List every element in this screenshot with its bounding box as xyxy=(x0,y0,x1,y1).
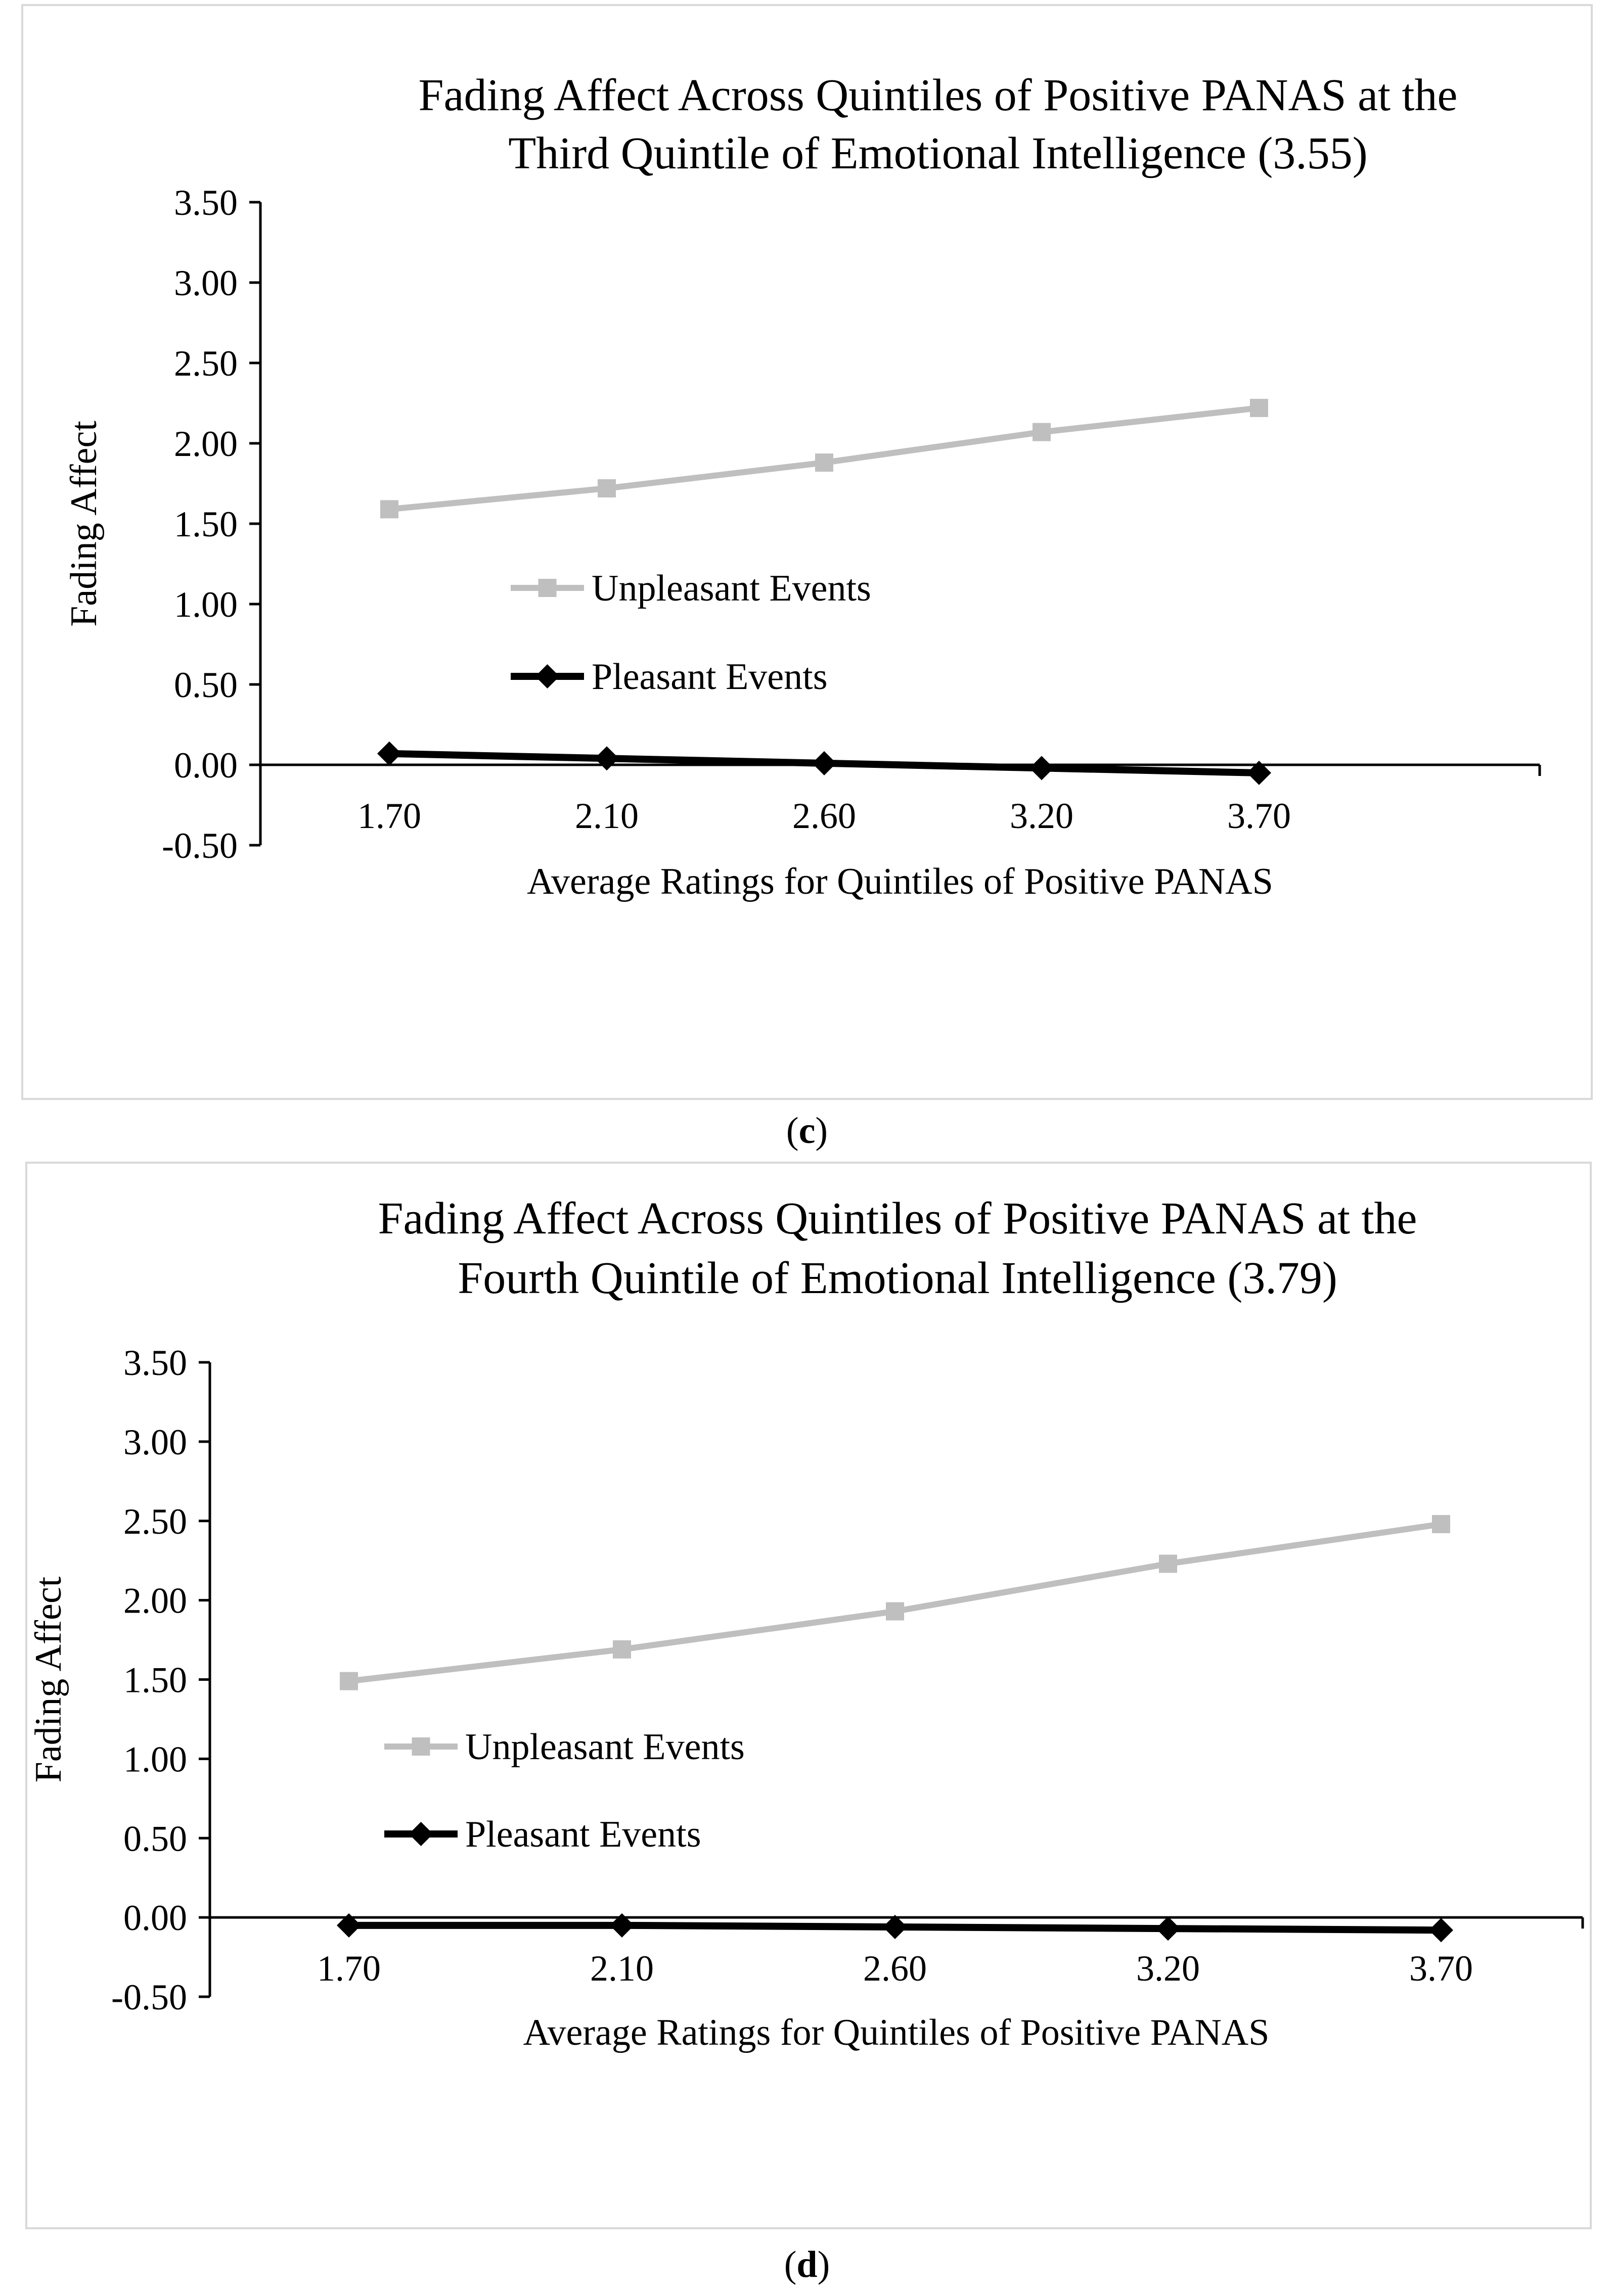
chart-d-y-tick-label-5: 1.00 xyxy=(123,1739,187,1779)
chart-c-x-tick-label-2: 2.60 xyxy=(792,796,856,836)
chart-d-series-pleasant-events-point-4 xyxy=(1429,1918,1453,1943)
chart-d-x-tick-label-3: 3.20 xyxy=(1136,1948,1200,1989)
chart-c-legend-pleasant-events-swatch-marker xyxy=(535,664,560,688)
chart-d-series-pleasant-events-point-1 xyxy=(610,1913,634,1938)
chart-c-legend-unpleasant-events-swatch-marker xyxy=(538,579,557,597)
chart-d-title-line-1: Fading Affect Across Quintiles of Positi… xyxy=(378,1193,1417,1244)
chart-d-legend-unpleasant-events-swatch-marker xyxy=(412,1737,430,1756)
chart-c-y-tick-label-3: 2.00 xyxy=(174,424,238,464)
chart-d-series-pleasant-events-point-0 xyxy=(337,1913,361,1938)
chart-d-series-unpleasant-events-point-2 xyxy=(886,1602,904,1621)
chart-d-x-axis-label: Average Ratings for Quintiles of Positiv… xyxy=(523,2012,1270,2053)
chart-panel-c xyxy=(21,4,1593,1100)
chart-c-series-pleasant-events-point-3 xyxy=(1029,756,1054,780)
chart-c-y-tick-label-5: 1.00 xyxy=(174,584,238,625)
caption-d: (d) xyxy=(0,2243,1614,2286)
chart-c-x-tick-label-3: 3.20 xyxy=(1010,796,1073,836)
chart-d-y-tick-label-8: -0.50 xyxy=(111,1977,187,2017)
chart-d-series-unpleasant-events-point-0 xyxy=(340,1672,358,1690)
chart-c-y-tick-label-0: 3.50 xyxy=(174,182,238,223)
chart-c-x-tick-label-1: 2.10 xyxy=(575,796,639,836)
caption-d-letter: d xyxy=(796,2244,818,2285)
chart-c-title-line-2: Third Quintile of Emotional Intelligence… xyxy=(508,128,1368,178)
chart-d-x-tick-label-2: 2.60 xyxy=(863,1948,927,1989)
chart-c-y-tick-label-6: 0.50 xyxy=(174,665,238,705)
chart-c-series-unpleasant-events-point-0 xyxy=(380,500,398,519)
chart-d-series-unpleasant-events-point-3 xyxy=(1159,1554,1177,1573)
chart-d-y-tick-label-2: 2.50 xyxy=(123,1501,187,1542)
chart-c-series-unpleasant-events-point-1 xyxy=(598,479,616,498)
chart-d-y-axis-label: Fading Affect xyxy=(28,1576,69,1782)
chart-c-series-pleasant-events-point-1 xyxy=(595,746,619,771)
chart-c-series-pleasant-events-point-4 xyxy=(1247,760,1271,785)
chart-c-legend-unpleasant-events-label: Unpleasant Events xyxy=(592,568,871,609)
chart-c-y-tick-label-8: -0.50 xyxy=(162,825,238,866)
caption-c-open: ( xyxy=(786,1110,799,1152)
chart-c-series-pleasant-events-point-0 xyxy=(377,741,401,766)
chart-d-y-tick-label-0: 3.50 xyxy=(123,1343,187,1383)
chart-d-y-tick-label-3: 2.00 xyxy=(123,1581,187,1621)
chart-d-x-tick-label-0: 1.70 xyxy=(317,1948,381,1989)
chart-c-x-tick-label-0: 1.70 xyxy=(357,796,421,836)
chart-c-y-axis-label: Fading Affect xyxy=(63,421,105,627)
caption-c-letter: c xyxy=(798,1110,816,1152)
chart-d-y-tick-label-6: 0.50 xyxy=(123,1818,187,1859)
chart-d-legend-pleasant-events-label: Pleasant Events xyxy=(465,1814,701,1855)
chart-c-legend-pleasant-events-label: Pleasant Events xyxy=(592,656,828,698)
chart-d-y-tick-label-4: 1.50 xyxy=(123,1660,187,1701)
chart-d-series-pleasant-events-point-3 xyxy=(1156,1916,1180,1941)
chart-d-x-tick-label-1: 2.10 xyxy=(590,1948,654,1989)
caption-c-close: ) xyxy=(815,1110,828,1152)
caption-c: (c) xyxy=(0,1110,1614,1153)
caption-d-open: ( xyxy=(784,2244,797,2285)
chart-c-x-tick-label-4: 3.70 xyxy=(1227,796,1291,836)
chart-c-x-axis-label: Average Ratings for Quintiles of Positiv… xyxy=(527,861,1273,902)
chart-c-series-unpleasant-events-point-2 xyxy=(815,453,833,472)
chart-panel-d xyxy=(25,1162,1592,2229)
chart-c-title-line-1: Fading Affect Across Quintiles of Positi… xyxy=(419,70,1458,120)
chart-c-series-unpleasant-events-point-3 xyxy=(1033,423,1051,441)
chart-c-y-tick-label-7: 0.00 xyxy=(174,745,238,786)
chart-d-legend-pleasant-events-swatch-marker xyxy=(409,1822,433,1846)
chart-c-y-tick-label-2: 2.50 xyxy=(174,343,238,384)
chart-d-title-line-2: Fourth Quintile of Emotional Intelligenc… xyxy=(458,1253,1337,1303)
chart-c-y-tick-label-4: 1.50 xyxy=(174,504,238,544)
chart-c-series-pleasant-events-point-2 xyxy=(812,751,836,775)
chart-d-y-tick-label-1: 3.00 xyxy=(123,1422,187,1462)
chart-d-series-unpleasant-events-point-1 xyxy=(613,1640,631,1659)
chart-d-series-pleasant-events-point-2 xyxy=(883,1914,907,1939)
chart-c-y-tick-label-1: 3.00 xyxy=(174,263,238,303)
chart-d-series-unpleasant-events-point-4 xyxy=(1432,1515,1450,1534)
chart-c-series-unpleasant-events-point-4 xyxy=(1250,399,1268,418)
chart-d-legend-unpleasant-events-label: Unpleasant Events xyxy=(465,1726,745,1768)
chart-d-x-tick-label-4: 3.70 xyxy=(1409,1948,1473,1989)
caption-d-close: ) xyxy=(817,2244,830,2285)
chart-d-y-tick-label-7: 0.00 xyxy=(123,1898,187,1938)
